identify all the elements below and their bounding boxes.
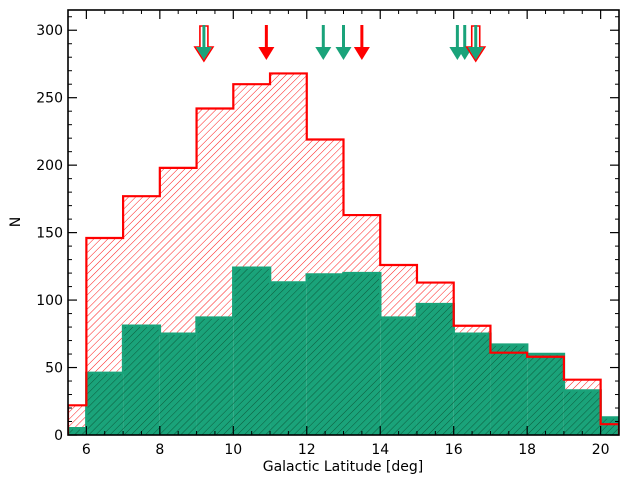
x-tick-label: 18: [518, 442, 536, 458]
y-tick-label: 300: [36, 23, 63, 39]
y-tick-label: 150: [36, 226, 63, 242]
green-bar-hatch: [527, 354, 564, 435]
y-tick-label: 200: [36, 158, 63, 174]
y-tick-label: 100: [36, 293, 63, 309]
green-bar-hatch: [600, 417, 619, 435]
y-tick-label: 250: [36, 91, 63, 107]
median-arrow-head: [353, 47, 370, 60]
green-bar-hatch: [86, 372, 124, 435]
x-tick-label: 14: [371, 442, 389, 458]
y-axis-label: N: [8, 217, 24, 227]
median-arrow-head: [335, 47, 352, 60]
green-bar-hatch: [123, 325, 160, 435]
x-tick-label: 8: [155, 442, 164, 458]
green-bar-hatch: [490, 344, 528, 435]
x-tick-label: 20: [592, 442, 610, 458]
x-tick-label: 6: [82, 442, 91, 458]
red-series-line: [68, 72, 619, 435]
x-tick-label: 12: [298, 442, 316, 458]
green-bar-hatch: [68, 428, 87, 435]
green-bar-hatch: [380, 317, 417, 435]
green-bar-hatch: [306, 274, 344, 435]
green-bar-hatch: [453, 333, 491, 435]
x-axis-label: Galactic Latitude [deg]: [263, 459, 424, 475]
green-bar-hatch: [343, 273, 381, 435]
series-red-outline: [68, 72, 619, 435]
series-green-outline: [68, 266, 619, 435]
median-arrow-head: [258, 47, 275, 60]
green-bar-hatch: [563, 390, 601, 435]
median-arrow-head: [195, 47, 212, 60]
green-bar-hatch: [233, 267, 271, 435]
median-markers: [193, 25, 487, 63]
median-arrow-head: [467, 47, 484, 60]
series-green-fill: [68, 267, 619, 435]
green-bar-hatch: [270, 282, 307, 435]
x-tick-label: 16: [445, 442, 463, 458]
x-tick-label: 10: [224, 442, 242, 458]
y-tick-label: 0: [54, 428, 63, 444]
green-bar-hatch: [159, 333, 197, 435]
median-arrow-head: [315, 47, 332, 60]
green-series-line: [68, 266, 619, 435]
green-bar-hatch: [416, 304, 454, 435]
green-bar-hatch: [196, 317, 234, 435]
y-tick-label: 50: [45, 361, 63, 377]
